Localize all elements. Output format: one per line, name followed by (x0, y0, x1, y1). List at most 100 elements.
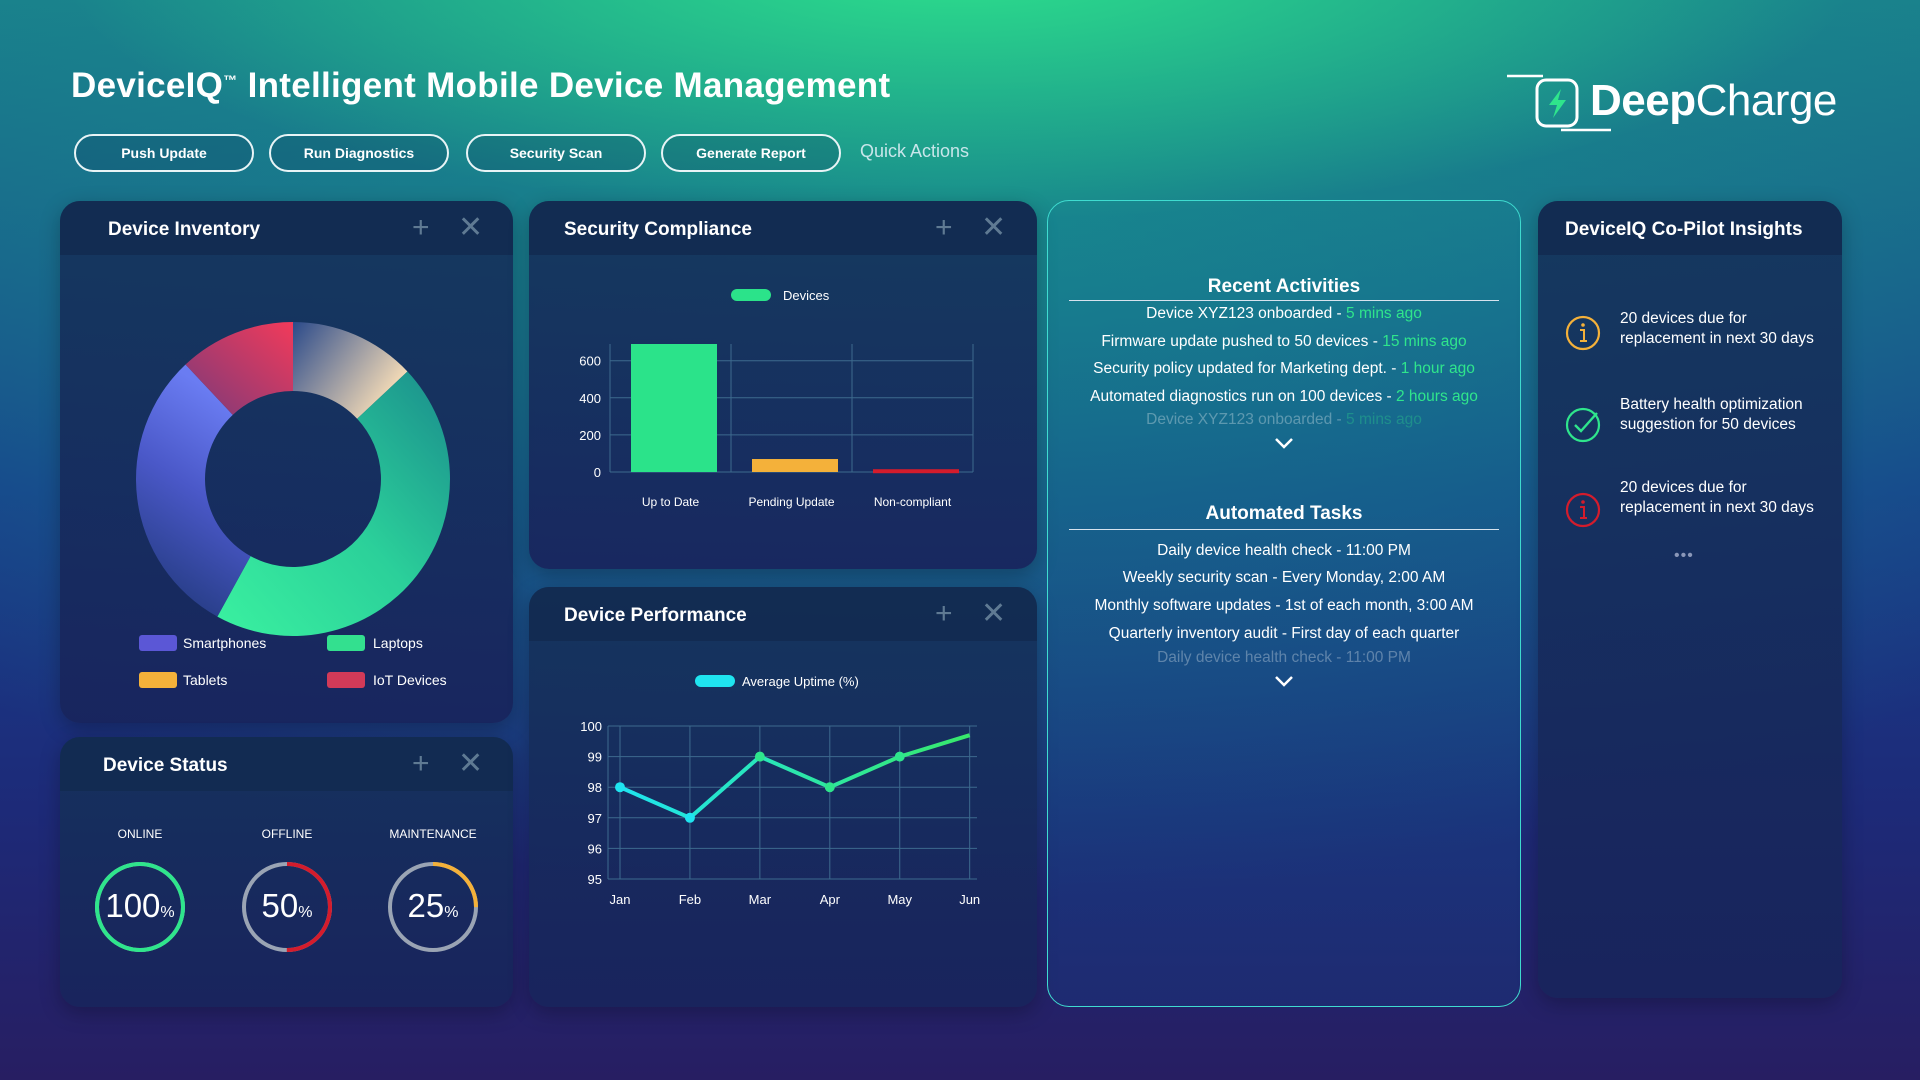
bar-up-to-date[interactable] (631, 344, 717, 472)
divider (1069, 300, 1499, 301)
donut-slice-iot-devices[interactable] (185, 322, 293, 415)
legend-swatch-tablets (139, 672, 177, 688)
divider (1069, 529, 1499, 530)
value-number: 100 (105, 887, 161, 924)
panel-title: Device Status (103, 755, 228, 776)
page-title: DeviceIQ™ Intelligent Mobile Device Mana… (71, 66, 890, 106)
panel-header: DeviceIQ Co-Pilot Insights (1538, 201, 1842, 255)
security-scan-button[interactable]: Security Scan (466, 134, 646, 172)
x-tick-label: Pending Update (748, 495, 834, 509)
logo-light: Charge (1695, 76, 1838, 125)
donut-slices (136, 322, 450, 636)
logo-bold: Deep (1590, 76, 1696, 125)
activity-time: 5 mins ago (1346, 305, 1422, 322)
close-icon[interactable]: ✕ (981, 211, 1007, 244)
close-icon[interactable]: ✕ (458, 747, 484, 780)
donut-slice-tablets[interactable] (293, 322, 408, 419)
status-label-maintenance: MAINTENANCE (389, 827, 477, 841)
run-diagnostics-button[interactable]: Run Diagnostics (269, 134, 449, 172)
activity-item-faded: Device XYZ123 onboarded - 5 mins ago (1048, 411, 1520, 429)
x-tick-label: Non-compliant (874, 495, 952, 509)
close-icon[interactable]: ✕ (458, 211, 484, 244)
close-icon[interactable]: ✕ (981, 597, 1007, 630)
copilot-insights-panel: DeviceIQ Co-Pilot Insights 20 devices du… (1538, 201, 1842, 998)
panel-title: Security Compliance (564, 219, 752, 240)
chevron-down-icon[interactable] (1274, 437, 1294, 449)
task-item: Weekly security scan - Every Monday, 2:0… (1122, 569, 1446, 586)
device-status-panel: Device Status + ✕ ONLINE OFFLINE MAINTEN… (60, 737, 513, 1007)
y-tick-label: 0 (594, 465, 601, 480)
x-tick-label: May (887, 892, 912, 907)
legend-label-smartphones: Smartphones (183, 635, 267, 651)
uptime-point-feb[interactable] (684, 812, 695, 823)
alert-icon (1565, 492, 1601, 528)
status-value-maintenance: 25% (373, 887, 493, 925)
value-number: 50 (261, 887, 299, 924)
push-update-button[interactable]: Push Update (74, 134, 254, 172)
add-icon[interactable]: + (935, 211, 953, 244)
task-item: Monthly software updates - 1st of each m… (1094, 597, 1474, 614)
x-tick-label: Up to Date (642, 495, 700, 509)
y-tick-label: 99 (588, 750, 602, 765)
check-icon (1565, 407, 1601, 443)
activity-text: Firmware update pushed to 50 devices - (1101, 333, 1383, 350)
x-tick-label: Jun (959, 892, 980, 907)
activity-text: Security policy updated for Marketing de… (1093, 360, 1401, 377)
security-compliance-panel: Security Compliance + ✕ Devices 0 200 400 60… (529, 201, 1037, 569)
donut-chart (136, 322, 450, 636)
legend-label-iot-devices: IoT Devices (373, 672, 447, 688)
legend-swatch-uptime (695, 675, 735, 687)
value-unit: % (298, 904, 313, 921)
bar-pending-update[interactable] (752, 459, 838, 472)
panel-title: DeviceIQ Co-Pilot Insights (1565, 219, 1803, 240)
donut-slice-smartphones[interactable] (136, 364, 251, 617)
x-tick-label: Feb (679, 892, 701, 907)
activity-time: 1 hour ago (1400, 360, 1475, 377)
trademark-symbol: ™ (223, 72, 238, 88)
more-icon[interactable]: ••• (1674, 547, 1694, 564)
task-item-faded: Daily device health check - 11:00 PM (1157, 649, 1411, 666)
generate-report-button[interactable]: Generate Report (661, 134, 841, 172)
y-tick-label: 100 (580, 719, 602, 734)
panel-header: Device Inventory + ✕ (60, 201, 513, 255)
online-gauge (95, 862, 185, 952)
y-tick-label: 400 (579, 391, 601, 406)
activity-text: Automated diagnostics run on 100 devices… (1090, 388, 1396, 405)
activity-item: Automated diagnostics run on 100 devices… (1048, 388, 1520, 406)
y-tick-label: 97 (588, 811, 602, 826)
add-icon[interactable]: + (412, 211, 430, 244)
recent-activities-title: Recent Activities (1207, 276, 1361, 297)
uptime-point-jan[interactable] (615, 782, 625, 793)
activity-time: 2 hours ago (1396, 388, 1478, 405)
insight-text: 20 devices due for replacement in next 3… (1620, 479, 1814, 516)
chevron-down-icon[interactable] (1274, 675, 1294, 687)
device-inventory-panel: Device Inventory + ✕ Smartphones Laptops… (60, 201, 513, 723)
uptime-point-apr[interactable] (824, 782, 835, 793)
uptime-point-may[interactable] (894, 751, 905, 762)
legend-swatch-laptops (327, 635, 365, 651)
activity-text: Device XYZ123 onboarded - (1146, 411, 1347, 428)
y-tick-label: 96 (588, 841, 602, 856)
lightning-icon (1549, 89, 1566, 118)
panel-header: Security Compliance + ✕ (529, 201, 1037, 255)
panel-title: Device Inventory (108, 219, 261, 240)
automated-tasks-title: Automated Tasks (1205, 503, 1363, 524)
uptime-point-mar[interactable] (754, 751, 765, 762)
task-item: Quarterly inventory audit - First day of… (1108, 625, 1460, 642)
offline-gauge (242, 862, 332, 952)
activity-time: 5 mins ago (1346, 411, 1422, 428)
value-number: 25 (407, 887, 445, 924)
deepcharge-logo (1507, 74, 1611, 132)
y-tick-label: 600 (579, 354, 601, 369)
status-label-offline: OFFLINE (261, 827, 313, 841)
status-value-online: 100% (80, 887, 200, 925)
page-subtitle: Intelligent Mobile Device Management (247, 66, 891, 105)
x-tick-label: Apr (820, 892, 841, 907)
donut-slice-laptops[interactable] (217, 371, 450, 636)
add-icon[interactable]: + (412, 747, 430, 780)
x-tick-label: Jan (610, 892, 631, 907)
bar-non-compliant[interactable] (873, 469, 959, 474)
device-performance-panel: Device Performance + ✕ Average Uptime (%… (529, 587, 1037, 1007)
panel-title: Device Performance (564, 605, 747, 626)
add-icon[interactable]: + (935, 597, 953, 630)
